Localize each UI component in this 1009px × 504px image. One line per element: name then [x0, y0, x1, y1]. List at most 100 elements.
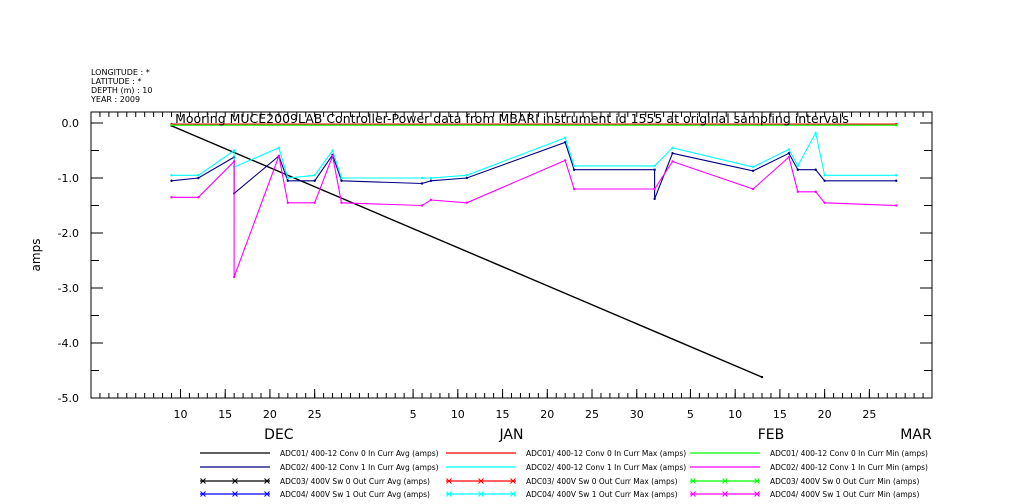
x-tick-label: 5	[687, 408, 694, 421]
y-tick-label: -5.0	[58, 392, 79, 405]
data-point	[895, 204, 898, 207]
data-point	[751, 169, 755, 173]
meta-depth: DEPTH (m) : 10	[91, 86, 152, 95]
data-point	[823, 201, 826, 204]
legend: ADC01/ 400-12 Conv 0 In Curr Avg (amps) A…	[200, 449, 928, 499]
series-line	[171, 125, 763, 378]
data-point	[563, 136, 567, 140]
legend-label: ADC01/ 400-12 Conv 0 In Curr Max (amps)	[526, 449, 686, 458]
y-tick-label: 0.0	[62, 117, 80, 130]
data-point	[286, 176, 290, 180]
legend-label: ADC04/ 400V Sw 1 Out Curr Max (amps)	[526, 490, 678, 499]
data-point	[170, 179, 173, 182]
data-point	[420, 176, 424, 180]
y-tick-label: -4.0	[58, 337, 79, 350]
data-point	[340, 201, 343, 204]
legend-label: ADC02/ 400-12 Conv 1 In Curr Min (amps)	[770, 463, 928, 472]
data-point	[671, 146, 674, 149]
month-label: JAN	[499, 427, 524, 443]
x-tick-label: 5	[410, 408, 417, 421]
x-tick-label: 20	[818, 408, 832, 421]
x-tick-label: 25	[862, 408, 876, 421]
legend-marker	[722, 478, 728, 484]
data-point	[286, 201, 290, 204]
data-point	[170, 124, 173, 127]
legend-marker	[232, 491, 238, 497]
data-point	[170, 196, 173, 199]
meta-year: YEAR : 2009	[90, 95, 140, 104]
data-point	[796, 168, 799, 171]
data-point	[653, 164, 656, 168]
x-tick-label: 30	[630, 408, 644, 421]
data-point	[671, 160, 674, 163]
legend-label: ADC02/ 400-12 Conv 1 In Curr Max (amps)	[526, 463, 686, 472]
data-point	[895, 179, 898, 182]
legend-marker	[446, 478, 452, 484]
data-point	[814, 190, 817, 193]
data-point	[331, 149, 334, 152]
month-label: MAR	[900, 427, 932, 443]
data-point	[814, 131, 817, 135]
legend-marker	[510, 491, 516, 497]
y-axis-label: amps	[29, 239, 43, 272]
data-point	[572, 168, 576, 171]
data-point	[277, 146, 281, 149]
legend-marker	[478, 478, 484, 484]
data-point	[170, 174, 173, 177]
data-point	[429, 176, 433, 180]
data-point	[895, 174, 898, 177]
data-point	[420, 204, 424, 207]
data-point	[465, 174, 468, 177]
data-point	[465, 201, 468, 204]
x-tick-label: 25	[308, 408, 322, 421]
data-point	[340, 176, 343, 180]
legend-label: ADC03/ 400V Sw 0 Out Curr Max (amps)	[526, 477, 678, 486]
x-tick-label: 15	[496, 408, 510, 421]
x-tick-label: 10	[173, 408, 187, 421]
legend-marker	[754, 491, 760, 497]
data-point	[796, 190, 799, 193]
y-tick-label: -3.0	[58, 282, 79, 295]
data-point	[232, 275, 236, 279]
x-tick-label: 10	[728, 408, 742, 421]
month-label: DEC	[264, 427, 294, 443]
data-point	[653, 168, 656, 171]
y-tick-label: -1.0	[58, 172, 79, 185]
legend-label: ADC02/ 400-12 Conv 1 In Curr Avg (amps)	[280, 463, 439, 472]
legend-marker	[754, 478, 760, 484]
legend-marker	[264, 491, 270, 497]
data-layer	[170, 122, 898, 379]
data-point	[814, 168, 817, 171]
data-point	[653, 197, 656, 201]
data-point	[286, 179, 290, 182]
x-tick-label: 25	[585, 408, 599, 421]
data-point	[313, 179, 316, 182]
data-point	[313, 201, 316, 204]
data-point	[232, 160, 236, 163]
data-point	[429, 179, 433, 182]
data-point	[823, 179, 826, 182]
data-point	[313, 174, 316, 177]
legend-marker	[510, 478, 516, 484]
legend-marker	[200, 478, 206, 484]
series-line	[171, 153, 897, 278]
series-line	[171, 131, 897, 179]
data-point	[331, 154, 334, 158]
data-point	[277, 154, 281, 158]
data-point	[429, 198, 433, 202]
legend-marker	[200, 491, 206, 497]
legend-label: ADC03/ 400V Sw 0 Out Curr Avg (amps)	[280, 477, 430, 486]
data-point	[787, 152, 791, 155]
data-point	[796, 164, 799, 168]
data-point	[572, 164, 576, 168]
meta-longitude: LONGITUDE : *	[91, 68, 150, 77]
legend-label: ADC01/ 400-12 Conv 0 In Curr Avg (amps)	[280, 449, 439, 458]
data-point	[653, 187, 656, 191]
data-point	[232, 149, 236, 152]
legend-label: ADC01/ 400-12 Conv 0 In Curr Min (amps)	[770, 449, 928, 458]
axes-layer: 0.0 -1.0 -2.0 -3.0 -4.0 -5.0 10 15 20 25 5 10 15 20 25…	[58, 112, 933, 443]
data-point	[420, 182, 424, 185]
data-point	[787, 148, 791, 151]
legend-marker	[232, 478, 238, 484]
